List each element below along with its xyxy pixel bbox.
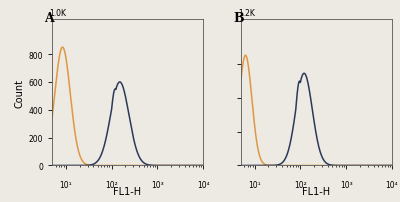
Text: 10¹: 10¹ — [60, 180, 72, 189]
X-axis label: FL1-H: FL1-H — [114, 186, 142, 196]
Text: 10¹: 10¹ — [248, 180, 261, 189]
Text: 10²: 10² — [105, 180, 118, 189]
X-axis label: FL1-H: FL1-H — [302, 186, 330, 196]
Text: 10³: 10³ — [340, 180, 352, 189]
Text: 10⁴: 10⁴ — [197, 180, 210, 189]
Text: 10²: 10² — [294, 180, 307, 189]
Text: 1.0K: 1.0K — [49, 8, 66, 17]
Text: A: A — [44, 12, 54, 24]
Text: 10³: 10³ — [151, 180, 164, 189]
Y-axis label: Count: Count — [14, 79, 24, 107]
Text: B: B — [233, 12, 244, 24]
Text: 1.2K: 1.2K — [238, 8, 255, 17]
Text: 10⁴: 10⁴ — [386, 180, 398, 189]
